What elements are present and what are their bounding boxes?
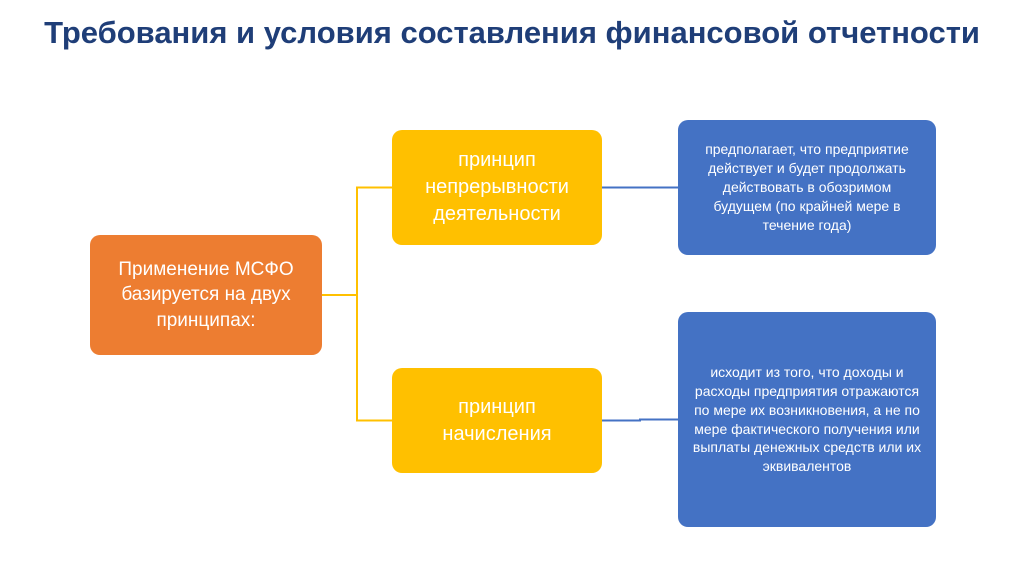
node-principle2: принцип начисления	[392, 368, 602, 473]
node-desc2: исходит из того, что доходы и расходы пр…	[678, 312, 936, 527]
page-title: Требования и условия составления финансо…	[0, 0, 1024, 51]
node-principle1: принцип непрерывности деятельности	[392, 130, 602, 245]
node-desc1: предполагает, что предприятие действует …	[678, 120, 936, 255]
node-root: Применение МСФО базируется на двух принц…	[90, 235, 322, 355]
